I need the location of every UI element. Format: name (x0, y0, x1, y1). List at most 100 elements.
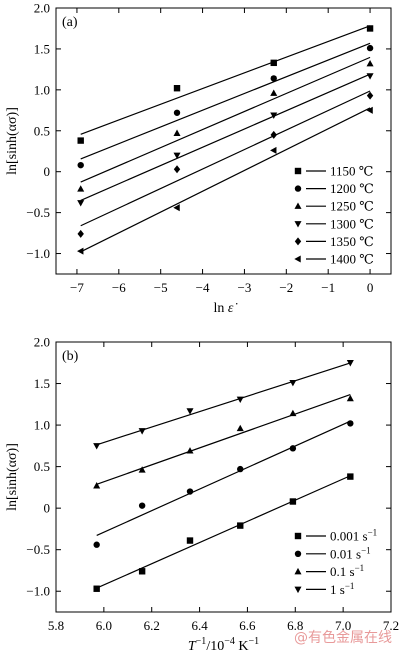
data-point (366, 25, 374, 32)
x-tick-label: 6.2 (144, 618, 160, 633)
plot-frame (55, 341, 392, 613)
y-tick-label: 0.5 (34, 123, 50, 138)
y-tick-label: −1.0 (26, 584, 50, 599)
legend-marker (294, 202, 302, 209)
x-tick-label: −4 (196, 280, 210, 295)
x-tick-label: 6.0 (96, 618, 112, 633)
x-tick-label: 7.0 (335, 618, 351, 633)
legend-label: 1350 ℃ (330, 234, 374, 249)
data-point (93, 443, 101, 450)
panel-label: (b) (62, 349, 79, 364)
data-point (77, 229, 84, 238)
data-point (138, 568, 146, 575)
x-tick-label: 5.8 (48, 618, 64, 633)
data-point (138, 502, 146, 509)
x-tick-label: 7.2 (383, 618, 399, 633)
data-point (173, 204, 180, 212)
legend-label: 1250 ℃ (330, 199, 374, 214)
data-point (173, 165, 181, 174)
fit-line (96, 362, 351, 446)
fit-line (80, 73, 371, 201)
data-point (77, 200, 85, 207)
x-tick-label: 6.8 (287, 618, 303, 633)
x-tick-label: 0 (367, 280, 374, 295)
x-axis-label: T−1/10−4 K−1 (188, 636, 259, 651)
data-point (237, 522, 244, 529)
y-tick-label: 1.0 (34, 418, 50, 433)
plot-frame (55, 7, 392, 275)
data-point (237, 465, 244, 473)
legend-marker (294, 237, 302, 246)
legend-label: 0.01 s−1 (330, 545, 371, 561)
fit-line (80, 25, 371, 135)
legend-label: 1150 ℃ (330, 164, 373, 179)
data-point (270, 89, 278, 96)
legend-marker (294, 185, 302, 192)
y-tick-label: 0 (44, 501, 51, 516)
x-tick-label: −7 (70, 280, 84, 295)
legend-marker (294, 532, 302, 540)
y-tick-label: 2.0 (34, 1, 50, 16)
x-tick-label: −5 (154, 280, 168, 295)
data-point (270, 146, 277, 154)
y-tick-label: 1.5 (34, 41, 50, 56)
data-point (138, 466, 146, 473)
data-point (77, 137, 84, 144)
data-point (93, 541, 100, 548)
fit-line (80, 42, 371, 160)
y-axis-label: ln[sinh(ασ)] (5, 443, 20, 511)
data-point (289, 498, 297, 505)
legend-marker (294, 567, 302, 575)
legend-marker (294, 586, 302, 594)
data-point (77, 161, 84, 169)
fit-line (80, 90, 371, 227)
y-tick-label: 0.5 (34, 459, 50, 474)
y-tick-label: 0 (44, 164, 51, 179)
data-point (186, 408, 194, 415)
legend-label: 0.1 s−1 (330, 563, 364, 579)
legend-marker (294, 550, 302, 557)
data-point (173, 129, 181, 136)
data-point (173, 85, 181, 92)
legend-label: 1200 ℃ (330, 181, 374, 196)
data-point (173, 109, 181, 116)
legend-marker (294, 167, 302, 175)
data-point (93, 482, 101, 489)
data-point (186, 447, 194, 454)
x-tick-label: −3 (238, 280, 252, 295)
data-point (346, 394, 354, 402)
y-tick-label: 1.5 (34, 376, 50, 391)
legend-label: 0.001 s−1 (330, 528, 377, 544)
data-point (366, 106, 373, 114)
data-point (347, 473, 354, 480)
data-point (270, 59, 277, 67)
y-tick-label: 1.0 (34, 82, 50, 97)
data-point (366, 59, 374, 67)
x-tick-label: −2 (279, 280, 293, 295)
data-point (366, 44, 374, 52)
legend-label: 1 s−1 (330, 581, 354, 597)
data-point (289, 379, 297, 387)
data-point (289, 409, 297, 417)
data-point (270, 112, 278, 119)
fit-line (80, 56, 371, 183)
data-point (173, 152, 181, 160)
x-tick-label: −1 (321, 280, 335, 295)
y-tick-label: −1.0 (26, 246, 50, 261)
data-point (186, 537, 194, 544)
data-point (236, 424, 244, 432)
data-point (93, 585, 100, 592)
x-tick-label: −6 (112, 280, 126, 295)
data-point (138, 428, 146, 435)
data-point (236, 396, 244, 404)
watermark-text: @有色金属在线 (294, 630, 392, 646)
x-axis-label: ln ε̇ (214, 301, 238, 316)
data-point (270, 75, 277, 82)
data-point (77, 185, 85, 192)
legend-label: 1300 ℃ (330, 216, 374, 231)
data-point (347, 420, 354, 427)
data-point (77, 247, 84, 255)
data-point (366, 91, 374, 100)
legend-marker (294, 221, 302, 228)
